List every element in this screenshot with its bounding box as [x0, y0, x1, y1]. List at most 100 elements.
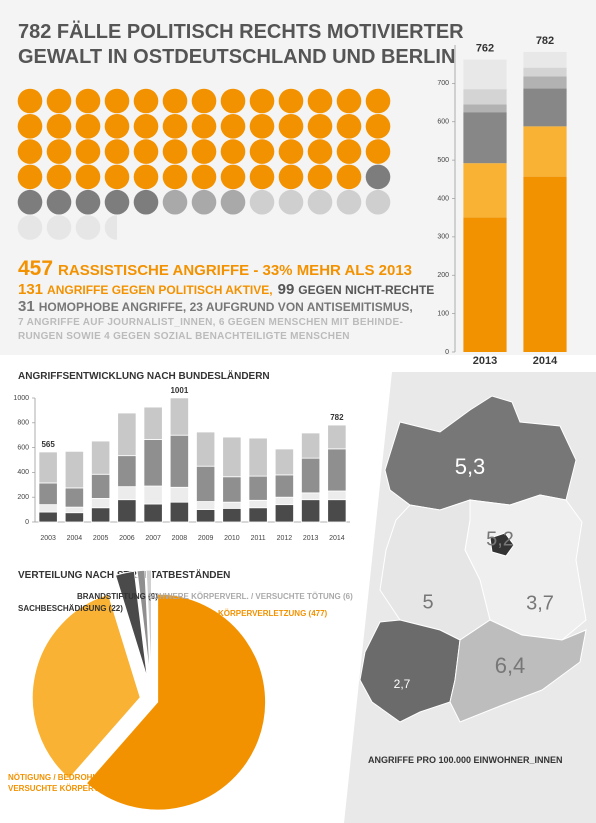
- dot: [336, 114, 362, 139]
- dot: [307, 114, 333, 139]
- bar-segment: [274, 504, 294, 523]
- dot: [133, 114, 159, 139]
- bar-segment: [463, 163, 507, 218]
- dot: [75, 139, 101, 164]
- dot: [365, 164, 391, 190]
- dot: [307, 164, 333, 190]
- dot: [46, 164, 72, 190]
- bar-segment: [248, 437, 268, 477]
- bar-segment: [143, 406, 163, 440]
- dot: [365, 189, 391, 215]
- bar-segment: [327, 424, 347, 450]
- map-label: 5,2: [486, 528, 514, 550]
- dot: [278, 88, 304, 114]
- bar-segment: [117, 412, 137, 457]
- y-tick-label: 0: [445, 349, 449, 356]
- total-label: 762: [476, 43, 494, 55]
- title-line: 782 FÄLLE POLITISCH RECHTS MOTIVIERTER: [18, 20, 464, 43]
- dot: [220, 114, 246, 139]
- y-tick-label: 0: [25, 519, 29, 526]
- bar-segment: [523, 176, 567, 352]
- pie-label: SACHBESCHÄDIGUNG (22): [18, 604, 123, 613]
- dot: [162, 114, 188, 139]
- dot: [249, 88, 275, 114]
- stat-text: ANGRIFFE GEGEN POLITISCH AKTIVE,: [47, 283, 273, 297]
- map-region: [449, 619, 587, 723]
- dot: [162, 88, 188, 114]
- y-tick-label: 600: [437, 119, 449, 126]
- bar-segment: [301, 457, 321, 494]
- bar-segment: [523, 88, 567, 127]
- bar-segment: [301, 432, 321, 459]
- dot: [191, 114, 217, 139]
- bar-segment: [463, 59, 507, 90]
- bar-segment: [143, 439, 163, 487]
- stat-line: 131 ANGRIFFE GEGEN POLITISCH AKTIVE, 99 GEG…: [18, 281, 434, 298]
- bar-segment: [274, 448, 294, 476]
- bar-segment: [301, 499, 321, 523]
- dot: [220, 189, 246, 215]
- stat-number: 99: [278, 281, 295, 298]
- bar-segment: [274, 496, 294, 506]
- stat-line: RUNGEN SOWIE 4 GEGEN SOZIAL BENACHTEILIG…: [18, 331, 350, 342]
- dot: [220, 164, 246, 190]
- chart-title: ANGRIFFSENTWICKLUNG NACH BUNDESLÄNDERN: [18, 369, 270, 382]
- bar-segment: [523, 126, 567, 177]
- total-label: 782: [330, 413, 344, 422]
- bar-segment: [196, 465, 216, 502]
- y-tick-label: 400: [17, 469, 29, 476]
- bar-segment: [196, 431, 216, 467]
- pie-slice: [85, 593, 267, 811]
- dot: [17, 189, 43, 215]
- dot: [162, 164, 188, 190]
- dot: [75, 164, 101, 190]
- y-tick-label: 300: [437, 234, 449, 241]
- map-label: 6,4: [495, 653, 526, 678]
- bar-segment: [274, 474, 294, 498]
- dot: [336, 88, 362, 114]
- bar-segment: [463, 112, 507, 164]
- pie-label: NÖTIGUNG / BEDROHUNG VERSUCHTE KÖRPERVER…: [8, 773, 139, 793]
- dot: [17, 139, 43, 164]
- bar-segment: [463, 217, 507, 352]
- dot: [307, 139, 333, 164]
- dot: [46, 139, 72, 164]
- x-tick-label: 2004: [67, 535, 83, 542]
- total-label: 1001: [170, 386, 188, 395]
- pie-slice: [31, 593, 141, 780]
- dot: [104, 139, 130, 164]
- bar-segment: [143, 503, 163, 523]
- y-tick-label: 700: [437, 80, 449, 87]
- x-tick-label: 2007: [145, 535, 161, 542]
- stat-line: 457 RASSISTISCHE ANGRIFFE - 33% MEHR ALS …: [18, 257, 412, 280]
- bar-segment: [248, 475, 268, 501]
- bar-segment: [222, 501, 242, 509]
- bar-segment: [169, 486, 189, 503]
- bar-segment: [523, 67, 567, 77]
- dot: [133, 139, 159, 164]
- dot: [249, 189, 275, 215]
- map-caption: ANGRIFFE PRO 100.000 EINWOHNER_INNEN: [368, 755, 563, 765]
- bar-segment: [91, 440, 111, 475]
- pie-slice: [136, 569, 151, 679]
- y-tick-label: 600: [17, 444, 29, 451]
- dot: [17, 164, 43, 190]
- stat-line: 31 HOMOPHOBE ANGRIFFE, 23 AUFGRUND VON AN…: [18, 298, 413, 315]
- dot: [104, 114, 130, 139]
- dot: [46, 88, 72, 114]
- x-tick-label: 2014: [533, 355, 558, 367]
- dot: [75, 189, 101, 215]
- dot: [162, 189, 188, 215]
- stat-number: 457: [18, 257, 53, 280]
- total-label: 565: [41, 440, 55, 449]
- bar-segment: [117, 499, 137, 523]
- dot: [191, 88, 217, 114]
- dot: [278, 114, 304, 139]
- dot: [336, 139, 362, 164]
- x-tick-label: 2011: [251, 535, 266, 542]
- stat-number: 31: [18, 298, 35, 315]
- bar-segment: [327, 490, 347, 501]
- map-region: [489, 532, 515, 557]
